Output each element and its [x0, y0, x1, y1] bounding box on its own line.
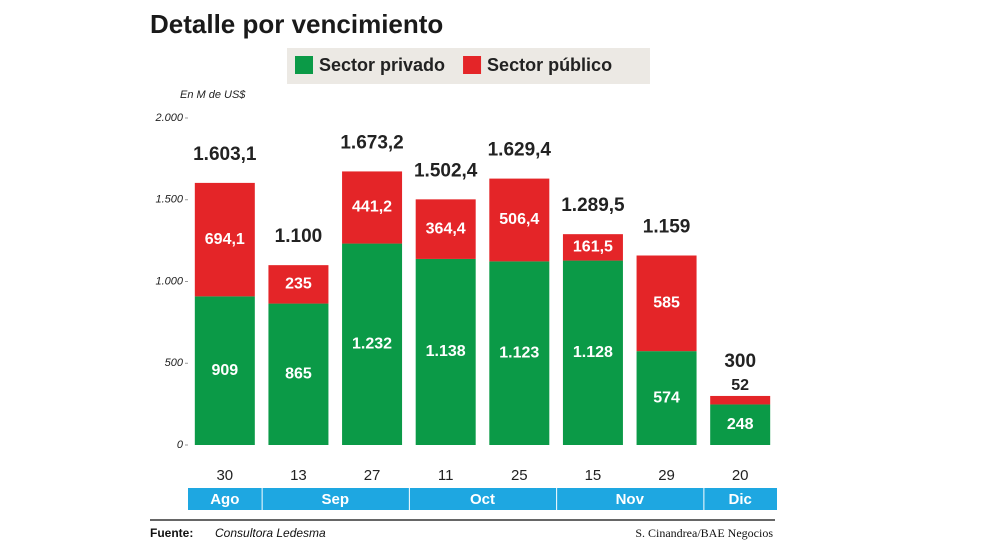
- legend-swatch: [463, 56, 482, 74]
- x-tick-label: 30: [216, 467, 233, 484]
- bar-value-label: 1.128: [573, 344, 613, 361]
- total-label: 1.673,2: [340, 132, 403, 153]
- bar-segment: [489, 178, 550, 262]
- y-tick-label: 0: [177, 439, 184, 451]
- total-label: 1.502,4: [414, 160, 478, 181]
- bar-value-label: 248: [727, 416, 754, 433]
- total-label: 300: [724, 351, 756, 372]
- month-band: [704, 488, 777, 510]
- month-label: Ago: [210, 491, 239, 508]
- bar-segment: [489, 261, 550, 445]
- bar-segment: [710, 395, 771, 405]
- source-label: Fuente:: [150, 526, 193, 540]
- total-label: 1.289,5: [561, 195, 625, 216]
- month-label: Sep: [321, 491, 349, 508]
- bar-value-label: 574: [653, 389, 680, 406]
- legend-label: Sector público: [487, 55, 612, 75]
- bar-segment: [415, 199, 476, 259]
- bar-value-label: 865: [285, 366, 312, 383]
- x-tick-label: 20: [732, 467, 749, 484]
- bar-value-label: 506,4: [499, 211, 539, 228]
- bar-segment: [194, 296, 255, 445]
- bar-segment: [562, 260, 623, 445]
- month-band: [409, 488, 557, 510]
- bar-value-label: 364,4: [426, 220, 466, 237]
- month-label: Dic: [729, 491, 752, 508]
- month-band: [557, 488, 704, 510]
- legend-label: Sector privado: [319, 55, 445, 75]
- chart-title: Detalle por vencimiento: [150, 9, 443, 39]
- bar-value-label: 441,2: [352, 199, 392, 216]
- bar-value-label: 1.232: [352, 336, 392, 353]
- credit: S. Cinandrea/BAE Negocios: [635, 526, 773, 540]
- bar-segment: [268, 265, 329, 304]
- y-axis-unit: En M de US$: [180, 89, 246, 101]
- total-label: 1.603,1: [193, 144, 257, 165]
- x-tick-label: 25: [511, 467, 528, 484]
- y-tick-label: 1.000: [155, 275, 183, 287]
- bar-segment: [194, 182, 255, 297]
- x-tick-label: 27: [364, 467, 381, 484]
- bar-value-label: 585: [653, 295, 680, 312]
- month-band: [188, 488, 262, 510]
- total-label: 1.159: [643, 217, 691, 238]
- bar-segment: [268, 303, 329, 445]
- month-band: [262, 488, 409, 510]
- bar-value-label: 1.138: [426, 343, 466, 360]
- month-label: Oct: [470, 491, 495, 508]
- source: Consultora Ledesma: [215, 526, 326, 540]
- month-label: Nov: [616, 491, 645, 508]
- bar-segment: [415, 258, 476, 445]
- bar-segment: [342, 243, 403, 445]
- bar-value-label: 1.123: [499, 344, 539, 361]
- bar-value-label: 909: [211, 362, 238, 379]
- bar-segment: [342, 171, 403, 244]
- bar-value-label: 52: [731, 377, 749, 394]
- bar-segment: [636, 351, 697, 445]
- y-tick-label: 1.500: [155, 194, 183, 206]
- y-tick-label: 2.000: [154, 112, 183, 124]
- y-tick-label: 500: [165, 357, 184, 369]
- legend-swatch: [295, 56, 313, 74]
- x-tick-label: 13: [290, 467, 307, 484]
- bar-segment: [710, 404, 771, 445]
- bar-value-label: 161,5: [573, 239, 613, 256]
- bar-value-label: 694,1: [205, 231, 245, 248]
- total-label: 1.629,4: [488, 140, 552, 161]
- bar-value-label: 235: [285, 276, 312, 293]
- bar-segment: [562, 234, 623, 261]
- bar-segment: [636, 255, 697, 352]
- x-tick-label: 15: [585, 467, 602, 484]
- x-tick-label: 29: [658, 467, 675, 484]
- x-tick-label: 11: [438, 467, 454, 484]
- total-label: 1.100: [275, 226, 323, 247]
